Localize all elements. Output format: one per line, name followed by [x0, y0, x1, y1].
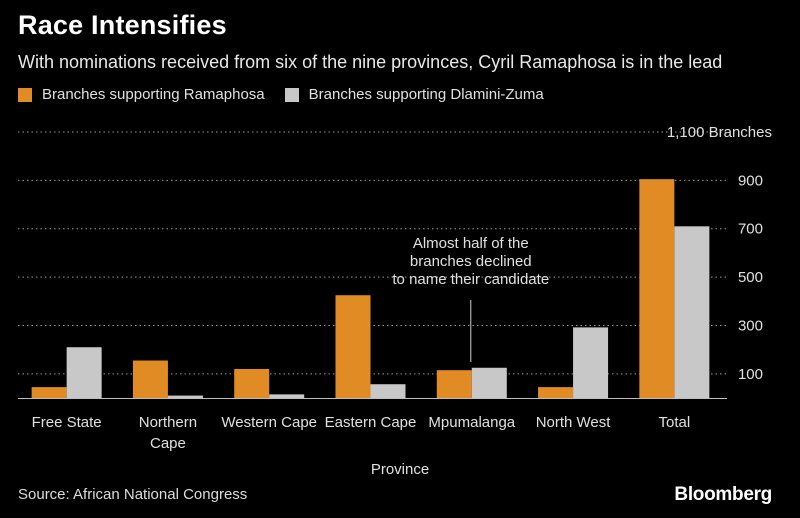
bar-ramaphosa	[31, 387, 67, 398]
bar-dlamini-zuma	[66, 347, 102, 398]
legend-swatch-ramaphosa	[18, 87, 32, 102]
bar-ramaphosa	[335, 295, 371, 398]
legend-label-dlamini-zuma: Branches supporting Dlamini-Zuma	[308, 86, 544, 103]
bar-ramaphosa	[234, 368, 270, 398]
y-tick-label: 500	[738, 269, 763, 286]
bar-dlamini-zuma	[674, 226, 710, 398]
legend-item-dlamini-zuma: Branches supporting Dlamini-Zuma	[284, 86, 544, 103]
x-tick-label: Western Cape	[221, 414, 317, 431]
x-tick-label: Cape	[150, 435, 186, 452]
legend-swatch-dlamini-zuma	[284, 87, 299, 102]
y-tick-label: 900	[738, 172, 763, 189]
bar-ramaphosa	[132, 360, 168, 398]
x-tick-label: Total	[659, 414, 691, 431]
legend-item-ramaphosa: Branches supporting Ramaphosa	[18, 86, 265, 103]
bloomberg-logo: Bloomberg	[674, 484, 772, 505]
y-tick-label: 700	[738, 221, 763, 238]
y-tick-label: 1,100 Branches	[667, 124, 772, 141]
annotation-text: branches declined	[410, 253, 532, 270]
bar-ramaphosa	[639, 179, 675, 398]
x-tick-label: Free State	[32, 414, 102, 431]
x-tick-label: Eastern Cape	[325, 414, 417, 431]
bar-ramaphosa	[538, 387, 574, 398]
chart-subtitle: With nominations received from six of th…	[18, 52, 723, 72]
legend-label-ramaphosa: Branches supporting Ramaphosa	[42, 86, 265, 103]
bar-dlamini-zuma	[167, 395, 203, 398]
annotation-text: Almost half of the	[413, 235, 529, 252]
annotation-text: to name their candidate	[392, 271, 549, 288]
y-tick-label: 300	[738, 317, 763, 334]
x-axis-title: Province	[371, 461, 429, 478]
x-tick-label: Mpumalanga	[428, 414, 515, 431]
x-tick-label: North West	[536, 414, 612, 431]
bar-dlamini-zuma	[370, 384, 406, 398]
source-note: Source: African National Congress	[18, 486, 248, 503]
legend: Branches supporting Ramaphosa Branches s…	[18, 86, 564, 103]
y-tick-label: 100	[738, 366, 763, 383]
bar-dlamini-zuma	[573, 327, 609, 398]
bar-dlamini-zuma	[269, 394, 305, 398]
bar-ramaphosa	[436, 370, 472, 398]
chart-title: Race Intensifies	[18, 10, 227, 40]
bar-dlamini-zuma	[471, 367, 507, 398]
x-tick-label: Northern	[139, 414, 197, 431]
